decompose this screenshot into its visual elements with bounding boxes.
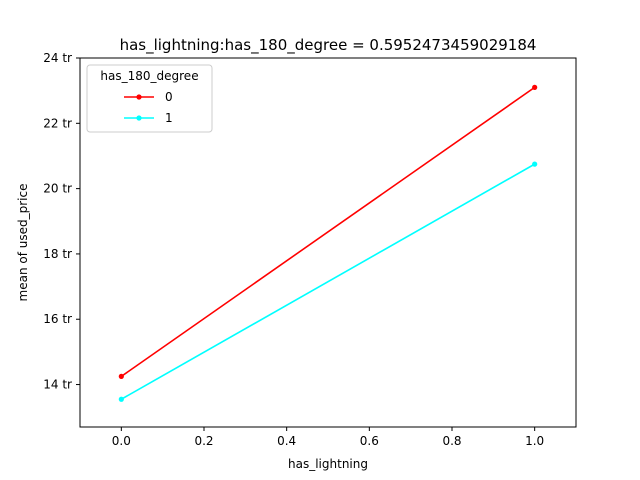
- legend-entries: 01: [124, 90, 173, 125]
- x-axis-label: has_lightning: [288, 457, 368, 471]
- legend-label-0: 0: [165, 90, 173, 104]
- x-tick-label-5: 1.0: [525, 434, 544, 448]
- y-tick-label-5: 24 tr: [43, 51, 72, 65]
- legend-title: has_180_degree: [100, 69, 198, 83]
- x-tick-label-4: 0.8: [442, 434, 461, 448]
- y-tick-label-4: 22 tr: [43, 116, 72, 130]
- legend-label-1: 1: [165, 111, 173, 125]
- x-tick-label-3: 0.6: [360, 434, 379, 448]
- axes-frame: [79, 57, 577, 428]
- x-tick-label-0: 0.0: [112, 434, 131, 448]
- series-0-point-1: [532, 84, 538, 90]
- series-layer: [118, 84, 538, 402]
- series-1-point-1: [532, 161, 538, 167]
- y-axis-label: mean of used_price: [16, 184, 30, 302]
- y-tick-label-1: 16 tr: [43, 312, 72, 326]
- series-1-point-0: [118, 396, 124, 402]
- legend-marker-1: [136, 115, 142, 121]
- x-tick-label-1: 0.2: [194, 434, 213, 448]
- y-tick-label-2: 18 tr: [43, 247, 72, 261]
- y-tick-label-3: 20 tr: [43, 182, 72, 196]
- series-0-point-0: [118, 373, 124, 379]
- legend-marker-0: [136, 94, 142, 100]
- x-tick-label-2: 0.4: [277, 434, 296, 448]
- chart-title: has_lightning:has_180_degree = 0.5952473…: [120, 36, 537, 55]
- legend-box: [86, 64, 213, 133]
- series-line-1: [120, 163, 536, 400]
- legend: has_180_degree 01: [86, 64, 213, 133]
- series-line-0: [120, 86, 536, 378]
- y-tick-label-0: 14 tr: [43, 378, 72, 392]
- axes-layer: 0.0 0.2 0.4 0.6 0.8 1.0 14 tr 16 tr 18 tr 20 tr 22…: [43, 51, 577, 448]
